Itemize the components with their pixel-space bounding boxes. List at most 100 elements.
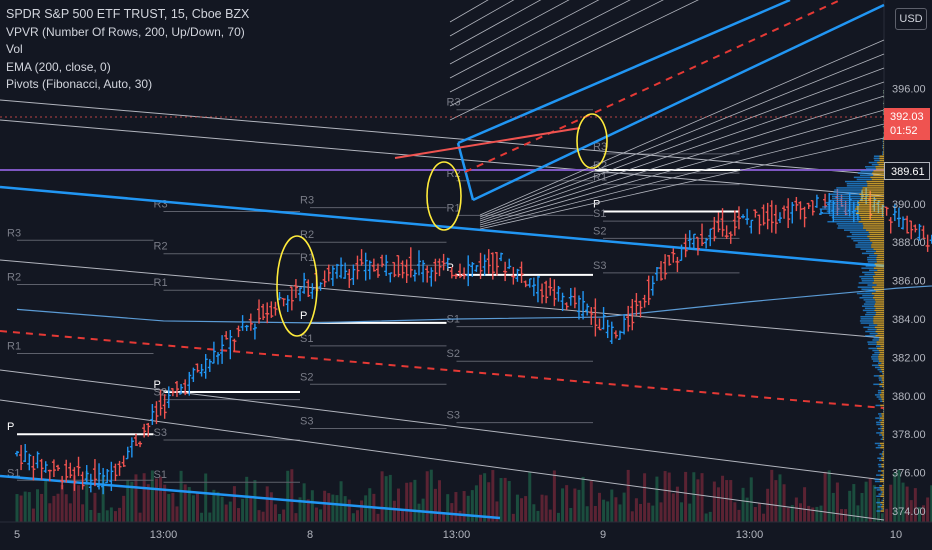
profile-down [876, 284, 884, 286]
fan-line-2 [0, 119, 885, 197]
profile-up [869, 332, 878, 335]
volume-bar [31, 508, 35, 522]
highlight-ellipse-1 [276, 235, 318, 337]
profile-down [875, 307, 884, 310]
profile-up [877, 457, 881, 459]
profile-down [880, 474, 884, 476]
pivot-label: R3 [593, 141, 607, 153]
volume-bar [438, 480, 442, 522]
volume-bar [540, 494, 544, 522]
profile-up [829, 199, 860, 202]
profile-down [882, 508, 884, 510]
pivot-label: R3 [447, 97, 461, 109]
indicator-pivots[interactable]: Pivots (Fibonacci, Auto, 30) [6, 77, 153, 91]
volume-bar [405, 482, 409, 522]
volume-bar [618, 504, 622, 522]
profile-up [873, 157, 880, 160]
profile-up [874, 487, 880, 489]
profile-up [845, 180, 867, 183]
x-tick-label: 13:00 [736, 529, 764, 541]
volume-bar [474, 485, 478, 522]
indicator-ema[interactable]: EMA (200, close, 0) [6, 59, 111, 74]
volume-bar [323, 490, 327, 522]
indicator-vpvr[interactable]: VPVR (Number Of Rows, 200, Up/Down, 70) [6, 24, 245, 39]
volume-bar [835, 482, 839, 522]
profile-up [861, 267, 874, 269]
profile-down [861, 218, 884, 221]
volume-bar [204, 473, 208, 522]
profile-up [867, 284, 877, 286]
pitchfork-fan-low [479, 137, 885, 230]
x-tick-label: 13:00 [443, 529, 471, 541]
profile-up [860, 318, 874, 320]
volume-bar [716, 487, 720, 522]
volume-bar [712, 481, 716, 522]
profile-up [863, 303, 875, 305]
volume-bar [27, 492, 31, 522]
pivot-label: R2 [7, 271, 21, 283]
profile-up [822, 212, 857, 215]
profile-up [862, 294, 875, 297]
profile-down [881, 465, 884, 468]
volume-bar [36, 489, 40, 522]
profile-down [881, 453, 884, 455]
profile-down [881, 392, 884, 394]
profile-down [873, 322, 884, 324]
current-price-tag: 392.03 01:52 [884, 108, 930, 140]
profile-up [833, 218, 862, 221]
pivot-label: P [154, 379, 161, 391]
volume-bar [634, 498, 638, 522]
profile-down [866, 229, 884, 231]
time-axis: 513:00813:00913:001013:001113:001213:001… [14, 529, 902, 541]
y-tick-label: 374.00 [892, 506, 926, 518]
profile-up [863, 326, 875, 329]
profile-down [882, 425, 884, 428]
profile-up [882, 140, 884, 143]
volume-bar [536, 510, 540, 522]
profile-up [882, 113, 884, 115]
profile-up [880, 430, 883, 432]
profile-down [879, 360, 884, 362]
volume-bar [885, 508, 889, 522]
profile-down [879, 480, 884, 483]
profile-up [869, 269, 878, 272]
profile-down [874, 326, 884, 329]
profile-down [873, 174, 884, 176]
pivot-label: R1 [300, 252, 314, 264]
profile-down [872, 172, 884, 174]
volume-bar [778, 474, 782, 522]
currency-badge[interactable]: USD [895, 8, 927, 30]
profile-down [858, 220, 884, 223]
profile-down [876, 256, 884, 259]
profile-up [829, 193, 860, 195]
profile-down [883, 436, 884, 438]
profile-down [879, 351, 884, 354]
profile-up [861, 277, 874, 280]
volume-bar [245, 476, 249, 522]
profile-down [874, 305, 884, 307]
profile-down [882, 381, 884, 383]
profile-down [873, 280, 884, 282]
profile-up [826, 210, 859, 212]
profile-up [880, 491, 883, 493]
volume-bar [462, 491, 466, 522]
profile-down [870, 239, 884, 242]
volume-bar [343, 496, 347, 522]
volume-bar [265, 486, 269, 522]
profile-up [865, 265, 876, 267]
profile-up [877, 463, 882, 466]
profile-up [844, 229, 867, 231]
profile-down [875, 250, 884, 253]
profile-down [880, 396, 884, 398]
profile-down [881, 427, 884, 430]
volume-bar [273, 504, 277, 522]
volume-bar [639, 503, 643, 522]
profile-down [883, 497, 884, 500]
volume-bar [253, 480, 257, 522]
volume-bar [860, 492, 864, 522]
x-tick-label: 8 [307, 529, 313, 541]
profile-down [879, 157, 884, 160]
indicator-vol[interactable]: Vol [6, 42, 23, 56]
profile-down [868, 231, 884, 234]
